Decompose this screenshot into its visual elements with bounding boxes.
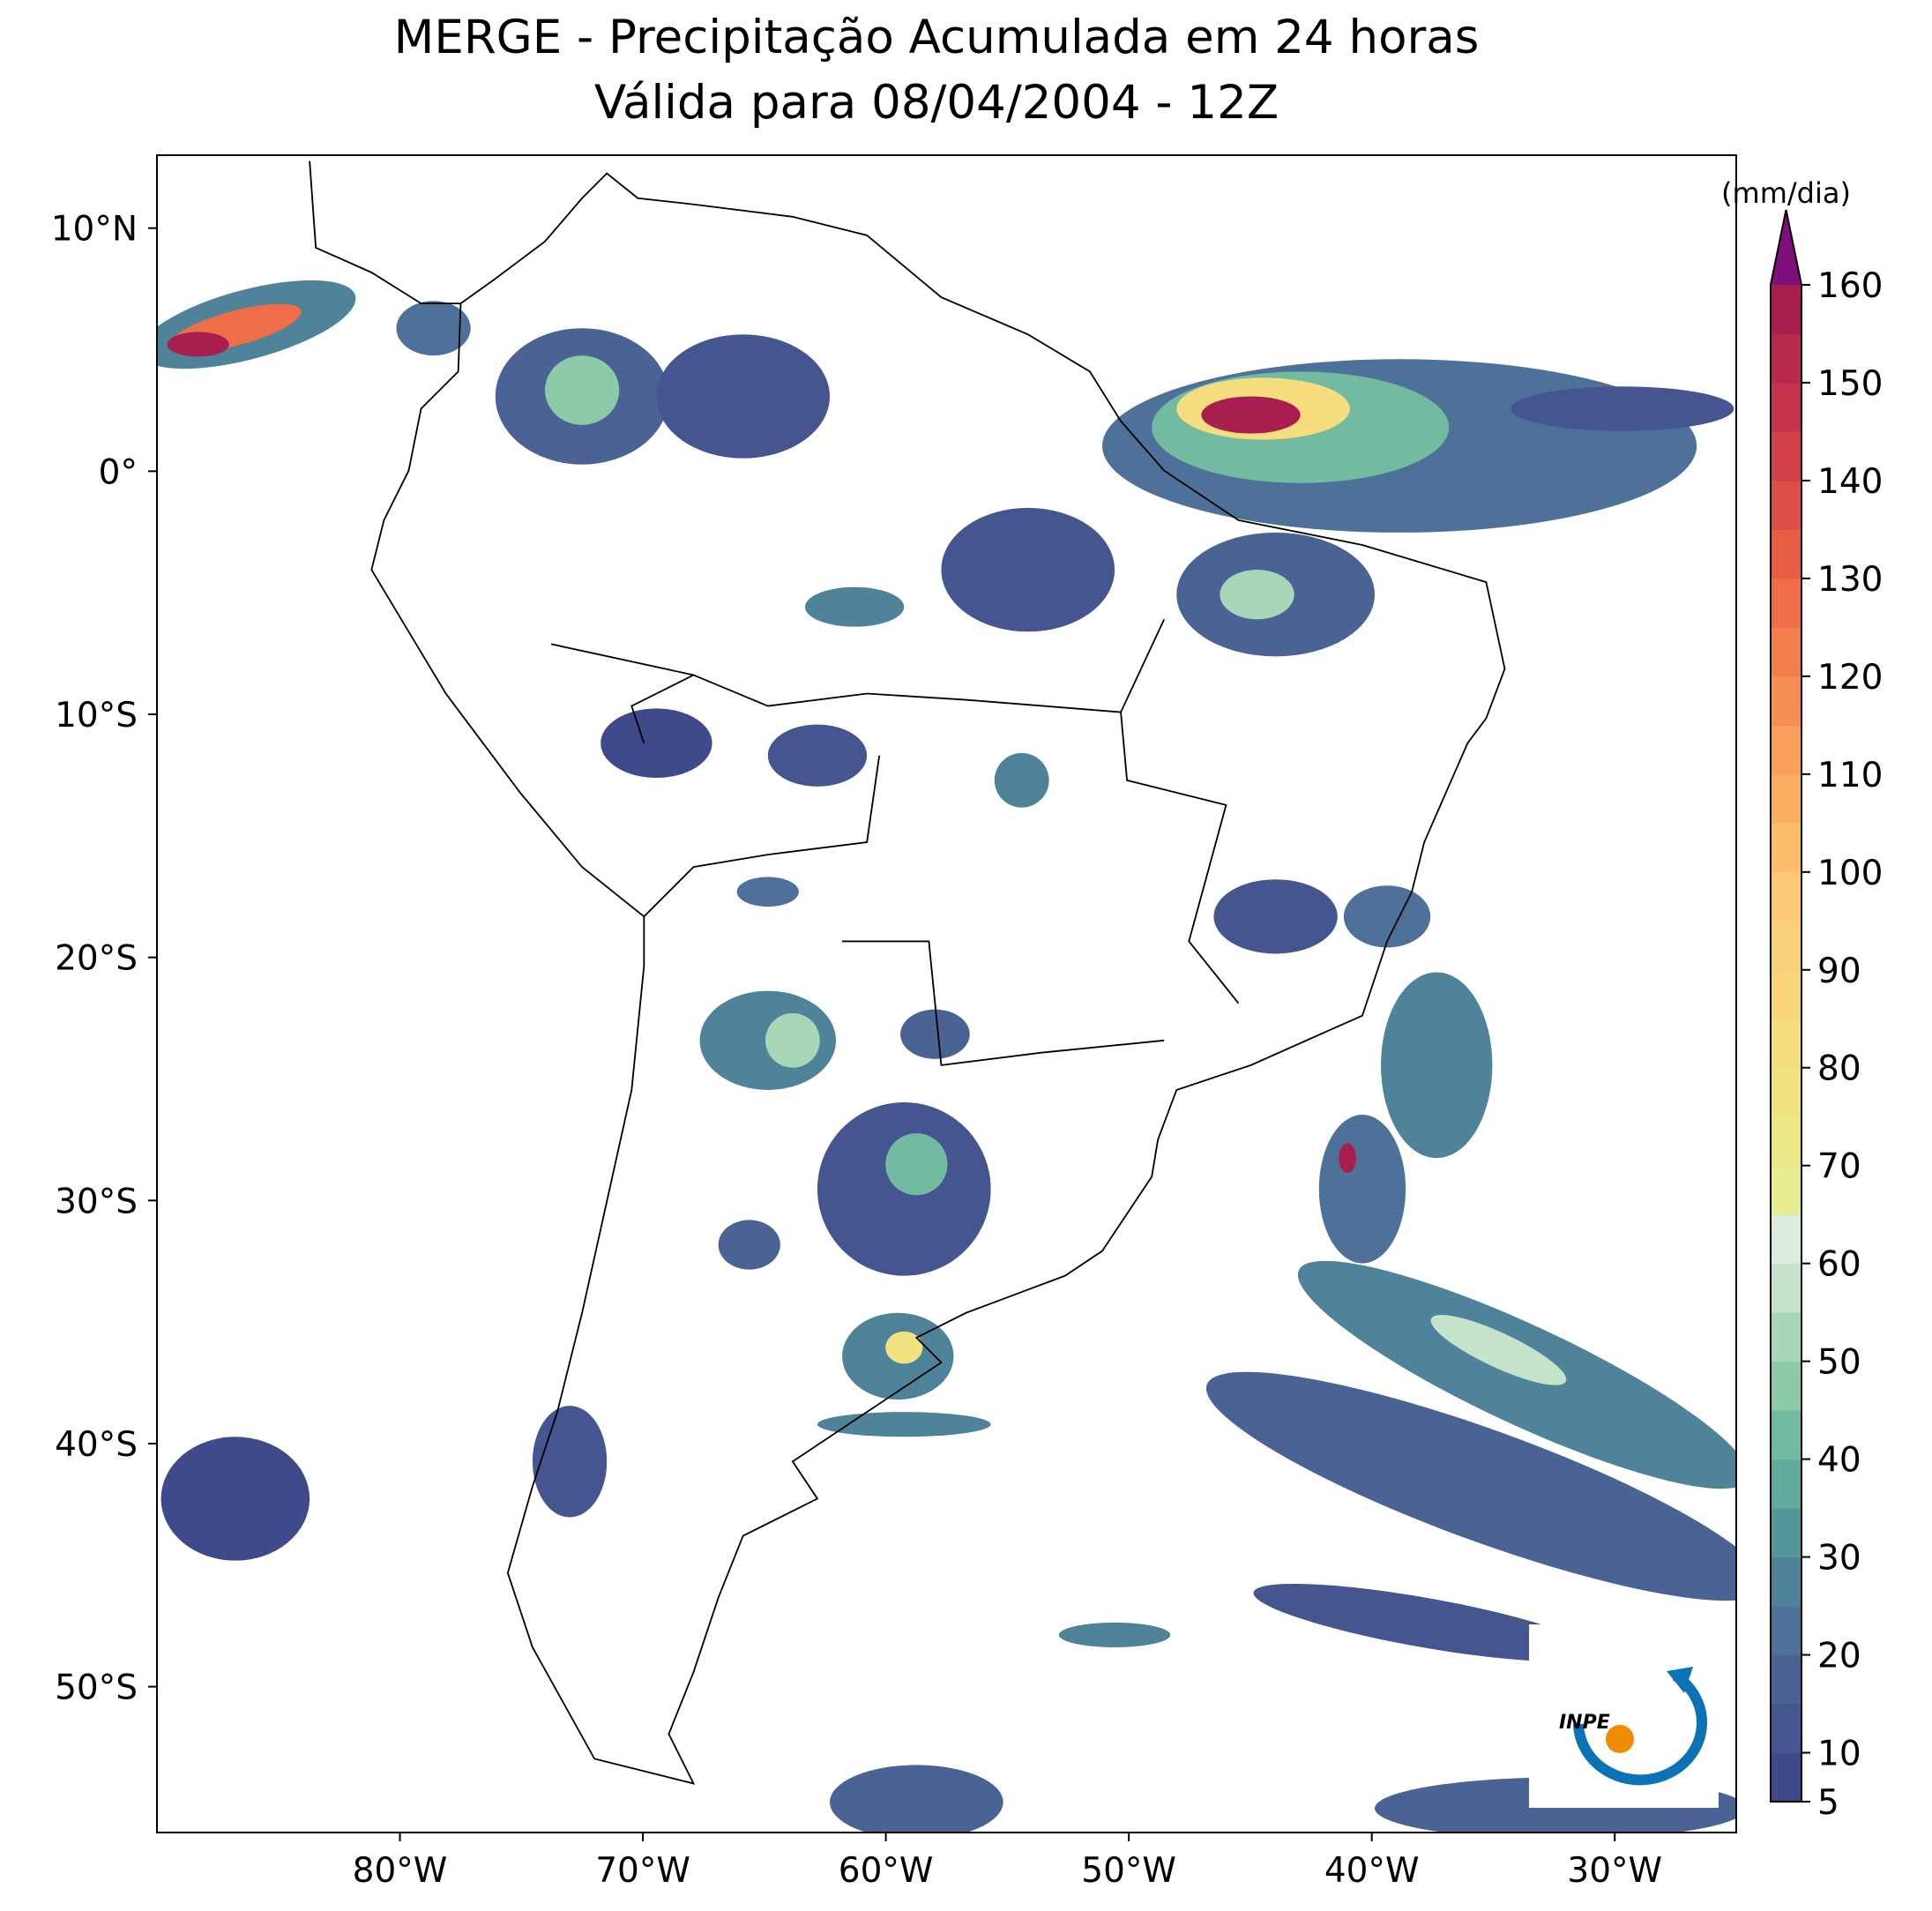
x-tick-label: 80°W: [353, 1851, 448, 1891]
colorbar-band: [1771, 676, 1801, 726]
map-frame: [156, 154, 1737, 1833]
colorbar-tick-label: 60: [1817, 1245, 1861, 1285]
colorbar-band: [1771, 1165, 1801, 1215]
colorbar-band: [1771, 480, 1801, 530]
colorbar-band: [1771, 1704, 1801, 1754]
colorbar-tick-label: 80: [1817, 1049, 1861, 1089]
colorbar-band: [1771, 1116, 1801, 1167]
x-tick-label: 60°W: [839, 1851, 934, 1891]
y-tick-label: 50°S: [55, 1668, 138, 1708]
colorbar-band: [1771, 1654, 1801, 1705]
colorbar-tick-label: 40: [1817, 1441, 1861, 1481]
precipitation-field: [157, 280, 1736, 1833]
colorbar-tick-label: 110: [1817, 756, 1883, 795]
title: MERGE - Precipitação Acumulada em 24 hor…: [394, 11, 1480, 64]
y-tick-label: 0°: [99, 452, 138, 492]
colorbar-band: [1771, 1312, 1801, 1362]
colorbar-band: [1771, 431, 1801, 481]
colorbar-tick-label: 50: [1817, 1343, 1861, 1383]
y-tick-label: 10°N: [51, 210, 138, 250]
colorbar-extension: [1771, 210, 1801, 285]
colorbar-band: [1771, 382, 1801, 432]
colorbar-band: [1771, 1508, 1801, 1558]
colorbar-band: [1771, 1361, 1801, 1411]
colorbar-band: [1771, 285, 1801, 334]
colorbar-band: [1771, 1556, 1801, 1607]
colorbar-band: [1771, 1410, 1801, 1460]
x-tick-label: 70°W: [595, 1851, 690, 1891]
y-tick-label: 40°S: [55, 1425, 138, 1465]
colorbar-tick-label: 90: [1817, 952, 1861, 991]
colorbar-band: [1771, 1263, 1801, 1313]
coastline: [309, 160, 1506, 1785]
colorbar-band: [1771, 1067, 1801, 1117]
y-tick-label: 20°S: [55, 939, 138, 979]
logo-text: INPE: [1559, 1712, 1610, 1734]
x-tick-label: 50°W: [1081, 1851, 1176, 1891]
colorbar-tick-label: 20: [1817, 1637, 1861, 1676]
colorbar-band: [1771, 1606, 1801, 1656]
colorbar-tick-label: 5: [1817, 1783, 1839, 1823]
colorbar-tick-label: 120: [1817, 658, 1883, 698]
subtitle: Válida para 08/04/2004 - 12Z: [594, 76, 1279, 130]
colorbar-tick-label: 30: [1817, 1539, 1861, 1579]
colorbar-band: [1771, 578, 1801, 628]
colorbar-tick-label: 140: [1817, 462, 1883, 502]
map-area: [157, 160, 1736, 1833]
colorbar-band: [1771, 725, 1801, 775]
colorbar-band: [1771, 1214, 1801, 1265]
colorbar-band: [1771, 529, 1801, 579]
colorbar-band: [1771, 1459, 1801, 1509]
x-tick-label: 30°W: [1567, 1851, 1662, 1891]
colorbar-band: [1771, 333, 1801, 384]
colorbar-tick-label: 10: [1817, 1735, 1861, 1774]
colorbar-tick-label: 160: [1817, 266, 1883, 306]
colorbar-band: [1771, 871, 1801, 922]
y-tick-label: 30°S: [55, 1182, 138, 1221]
logo: INPE: [1529, 1624, 1719, 1808]
colorbar-band: [1771, 823, 1801, 873]
colorbar-tick-label: 70: [1817, 1147, 1861, 1187]
colorbar-band: [1771, 921, 1801, 971]
colorbar-tick-label: 100: [1817, 854, 1883, 893]
colorbar-tick-label: 150: [1817, 364, 1883, 404]
colorbar-label: (mm/dia): [1721, 176, 1851, 210]
colorbar-band: [1771, 969, 1801, 1019]
colorbar-frame: [1770, 209, 1802, 1803]
y-tick-label: 10°S: [55, 696, 138, 735]
colorbar-band: [1771, 773, 1801, 824]
colorbar-band: [1771, 627, 1801, 677]
colorbar-tick-label: 130: [1817, 560, 1883, 600]
colorbar-band: [1771, 1752, 1801, 1803]
x-tick-label: 40°W: [1324, 1851, 1420, 1891]
colorbar-band: [1771, 1019, 1801, 1069]
